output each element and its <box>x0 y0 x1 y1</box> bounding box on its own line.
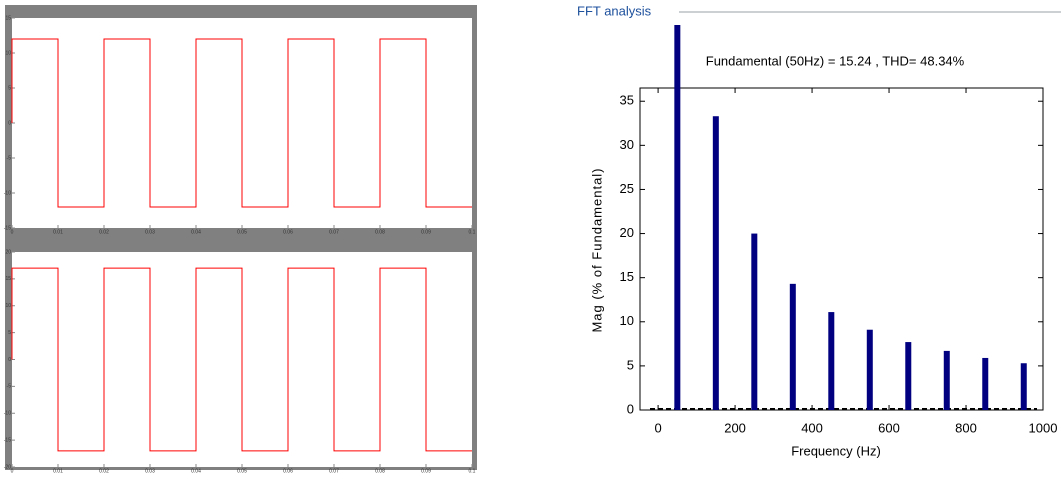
y-tick-label: 0 <box>627 401 634 416</box>
group-box-title: FFT analysis <box>577 3 652 18</box>
y-tick-label: 20 <box>5 249 11 255</box>
x-tick-label: 0 <box>11 468 14 474</box>
bar <box>751 233 758 410</box>
y-tick-label: 0 <box>8 357 11 363</box>
bar <box>1020 363 1027 410</box>
x-tick-label: 0.08 <box>375 468 385 474</box>
bar <box>866 329 873 410</box>
bar <box>674 25 681 410</box>
x-axis-label: Frequency (Hz) <box>791 443 881 458</box>
y-tick-label: 10 <box>5 50 11 56</box>
plot-area <box>639 87 1044 411</box>
bar <box>905 342 912 410</box>
x-tick-label: 200 <box>724 420 746 435</box>
x-tick-label: 0.07 <box>329 468 339 474</box>
x-tick-label: 0 <box>11 229 14 235</box>
x-tick-label: 0 <box>654 420 661 435</box>
bar <box>828 312 835 410</box>
group-box-label-bg <box>575 5 679 19</box>
y-tick-label: 15 <box>620 269 634 284</box>
y-tick-label: -5 <box>7 384 12 390</box>
x-tick-label: 0.03 <box>145 229 155 235</box>
x-tick-label: 0.06 <box>283 468 293 474</box>
x-tick-label: 0.02 <box>99 468 109 474</box>
y-tick-label: 5 <box>627 357 634 372</box>
y-tick-label: 15 <box>5 276 11 282</box>
x-tick-label: 600 <box>878 420 900 435</box>
x-tick-label: 0.07 <box>329 229 339 235</box>
y-tick-label: 5 <box>8 85 11 91</box>
y-tick-label: -15 <box>4 437 11 443</box>
y-tick-label: 0 <box>8 120 11 126</box>
x-tick-label: 0.04 <box>191 229 201 235</box>
x-tick-label: 1000 <box>1029 420 1058 435</box>
y-tick-label: 10 <box>620 313 634 328</box>
y-tick-label: 5 <box>8 330 11 336</box>
x-tick-label: 0.1 <box>469 229 476 235</box>
x-tick-label: 0.05 <box>237 229 247 235</box>
y-tick-label: 25 <box>620 181 634 196</box>
x-tick-label: 0.01 <box>53 468 63 474</box>
y-tick-label: 15 <box>5 15 11 21</box>
x-tick-label: 0.04 <box>191 468 201 474</box>
x-tick-label: 0.06 <box>283 229 293 235</box>
x-tick-label: 0.01 <box>53 229 63 235</box>
y-tick-label: 35 <box>620 93 634 108</box>
x-tick-label: 0.02 <box>99 229 109 235</box>
y-tick-label: 30 <box>620 137 634 152</box>
waveform <box>11 267 472 452</box>
y-tick-label: 20 <box>620 225 634 240</box>
x-tick-label: 0.08 <box>375 229 385 235</box>
bar <box>789 283 796 410</box>
y-tick-label: -20 <box>4 464 11 470</box>
x-tick-label: 800 <box>955 420 977 435</box>
bar <box>712 116 719 411</box>
y-tick-label: -10 <box>4 411 11 417</box>
x-tick-label: 0.05 <box>237 468 247 474</box>
x-tick-label: 0.09 <box>421 468 431 474</box>
chart-title: Fundamental (50Hz) = 15.24 , THD= 48.34% <box>706 53 965 68</box>
bar <box>943 350 950 410</box>
x-tick-label: 0.03 <box>145 468 155 474</box>
y-tick-label: -5 <box>7 155 12 161</box>
x-tick-label: 400 <box>801 420 823 435</box>
x-tick-label: 0.09 <box>421 229 431 235</box>
x-tick-label: 0.1 <box>469 468 476 474</box>
waveform <box>11 38 472 208</box>
y-axis-label: Mag (% of Fundamental) <box>589 167 604 332</box>
y-tick-label: -10 <box>4 190 11 196</box>
y-tick-label: -15 <box>4 225 11 231</box>
bar <box>982 357 989 410</box>
y-tick-label: 10 <box>5 303 11 309</box>
